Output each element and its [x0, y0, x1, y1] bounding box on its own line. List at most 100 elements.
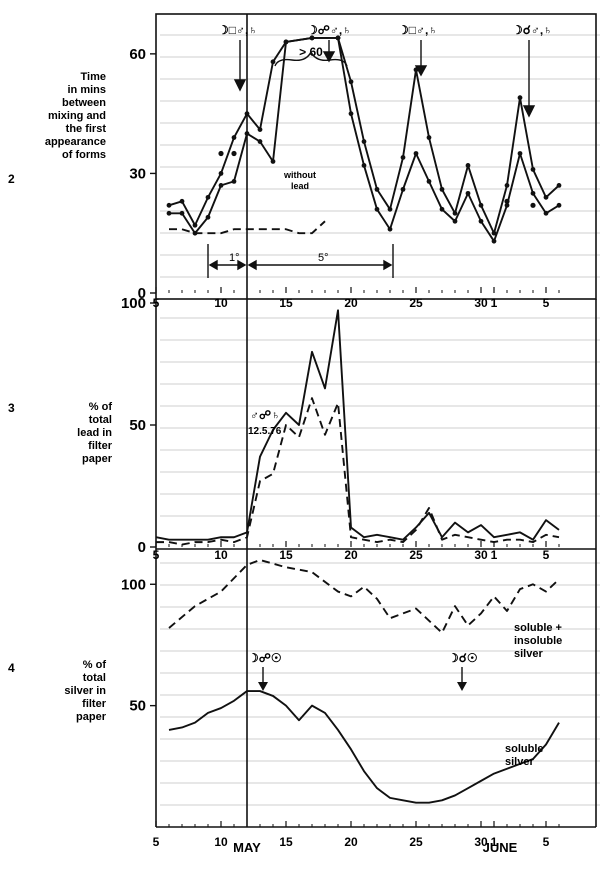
panel-2-series-1-point — [179, 210, 185, 216]
panel-2-series-0-point — [400, 155, 406, 160]
panel-2-series-0-line — [168, 36, 560, 235]
panel-2-series-1-point — [257, 139, 263, 144]
panel-4-annotations: ☽☍☉ ☽☌☉ soluble + insoluble silver solub… — [248, 622, 562, 768]
total-silver-label-line2: insoluble — [514, 635, 562, 647]
panel-2-annotations: ☽□♂,♄ ☽☍♂,♄ ☽□♂,♄ ☽☌♂,♄ > 60 without lea… — [218, 23, 552, 264]
panel-2-series-1-point — [309, 35, 315, 41]
panel-2-ylabel-line: mixing and — [48, 110, 106, 122]
y-tick-label-panel-4: 100 — [121, 576, 146, 593]
panel-2-series-1-point — [244, 131, 250, 136]
panel-4-ylabel-line: paper — [76, 711, 107, 723]
panel-2-series-1-point — [478, 218, 484, 224]
panel-2-ylabel-line: in mins — [67, 84, 106, 96]
aspect-label-day25: ☽□♂,♄ — [398, 23, 437, 37]
x-tick-label: 1 — [491, 548, 498, 562]
panel-3-number: 3 — [8, 401, 15, 415]
panel-2-series-0-point — [205, 194, 211, 200]
panel-2-series-0-point — [387, 206, 393, 212]
aspect-label-day28: ☽☌☉ — [448, 651, 478, 665]
panel-4-series-0-line — [168, 559, 560, 634]
panel-2-series-0-point — [374, 186, 380, 192]
panel-2-series-1-point — [348, 111, 354, 117]
month-label-june: JUNE — [483, 840, 518, 855]
panel-2-series-0-point — [452, 210, 458, 216]
panel-4-ylabel: % of total silver in filter paper — [64, 659, 106, 723]
y-tick-label-panel-2: 0 — [138, 285, 146, 302]
x-tick-label: 5 — [153, 548, 160, 562]
panel-2-series-1-point — [543, 210, 549, 216]
panel-3-series-1-line — [156, 397, 560, 546]
panel-2-series-3-dot — [218, 150, 224, 157]
panel-2-series-1-point — [400, 186, 406, 192]
x-tick-label: 25 — [409, 835, 423, 849]
y-tick-label-panel-3: 100 — [121, 295, 146, 312]
panel-2-series-1-point — [491, 238, 497, 244]
panel-2-series-0-point — [244, 111, 250, 117]
soluble-silver-label-line1: soluble — [505, 743, 544, 755]
x-tick-label: 5 — [543, 835, 550, 849]
total-silver-label-line3: silver — [514, 648, 543, 660]
x-tick-label: 20 — [344, 296, 358, 310]
panel-2-series-0-point — [517, 95, 523, 101]
panel-2-series-0-point — [504, 182, 510, 188]
panel-4-number: 4 — [8, 661, 15, 675]
panel-4-ylabel-line: silver in — [64, 685, 106, 697]
axes-layer: 0306005010050100555101010151515202020252… — [121, 46, 560, 849]
x-tick-label: 5 — [543, 548, 550, 562]
x-tick-label: 15 — [279, 835, 293, 849]
down-arrow-head-day33 — [522, 105, 536, 118]
panel-2-ylabel-line: the first — [66, 123, 107, 135]
x-tick-label: 20 — [344, 835, 358, 849]
panel-3-ylabel-line: filter — [88, 440, 113, 452]
panel-3-ylabel-line: lead in — [77, 427, 112, 439]
panel-2-series-0-point — [491, 230, 497, 236]
panel-2-series-0-point — [556, 182, 562, 188]
panel-2-series-0-point — [348, 79, 354, 85]
x-tick-label: 20 — [344, 548, 358, 562]
panel-2-ylabel-line: of forms — [62, 149, 106, 161]
x-tick-label: 5 — [543, 296, 550, 310]
panel-2-series-0-point — [361, 139, 367, 144]
panel-frames — [155, 13, 597, 828]
panel-2-series-0-point — [231, 135, 237, 140]
panel-2-series-1-point — [166, 210, 172, 216]
interval-1deg-label: 1° — [229, 252, 240, 264]
interval-5deg-arrow-left — [247, 259, 257, 271]
panel-2-ylabel-line: appearance — [45, 136, 106, 148]
panel-2-number: 2 — [8, 172, 15, 186]
month-label-may: MAY — [233, 840, 261, 855]
panel-2-series-1-point — [374, 206, 380, 212]
y-tick-label-panel-2: 30 — [129, 165, 146, 182]
interval-5deg-arrow-right — [383, 259, 393, 271]
y-tick-label-panel-4: 50 — [129, 698, 146, 715]
x-tick-label: 30 — [474, 835, 488, 849]
y-tick-label-panel-3: 50 — [129, 417, 146, 434]
series-layer — [155, 35, 562, 804]
soluble-silver-label-line2: silver — [505, 756, 534, 768]
down-arrow-head-day13 — [258, 682, 268, 691]
panel-2-series-1-point — [556, 202, 562, 208]
panel-3-ylabel: % of total lead in filter paper — [77, 401, 113, 465]
panel-4-ylabel-line: total — [83, 672, 106, 684]
panel-2-series-0-point — [426, 135, 432, 140]
panel-3-series-0-line — [155, 309, 560, 541]
panel-2-series-0-point — [543, 194, 549, 200]
panel-2-series-0-point — [270, 59, 276, 65]
panel-2-series-0-point — [530, 167, 536, 172]
panel-2-series-1-point — [439, 206, 445, 212]
panel-2-series-0-point — [218, 171, 224, 176]
panel-3-annotations: ♂☍♄ 12.5.76 — [248, 408, 282, 437]
panel-2-ylabel-line: between — [62, 97, 106, 109]
down-arrow-head-day28 — [457, 682, 467, 691]
panel-2-series-1-point — [335, 35, 341, 41]
aspect-label-day19: ☽☍♂,♄ — [307, 23, 351, 37]
panel-2-series-3-dot — [231, 150, 237, 157]
total-silver-label-line1: soluble + — [514, 622, 562, 634]
panel-2-series-0-point — [166, 202, 172, 208]
x-tick-label: 25 — [409, 548, 423, 562]
panel-2-series-0-point — [465, 163, 471, 168]
aspect-label-day12: ☽□♂,♄ — [218, 23, 257, 37]
panel-2-ylabel: Time in mins between mixing and the first app… — [45, 71, 106, 161]
interval-1deg-arrow-right — [237, 259, 247, 271]
panel-2-series-1-point — [530, 190, 536, 196]
